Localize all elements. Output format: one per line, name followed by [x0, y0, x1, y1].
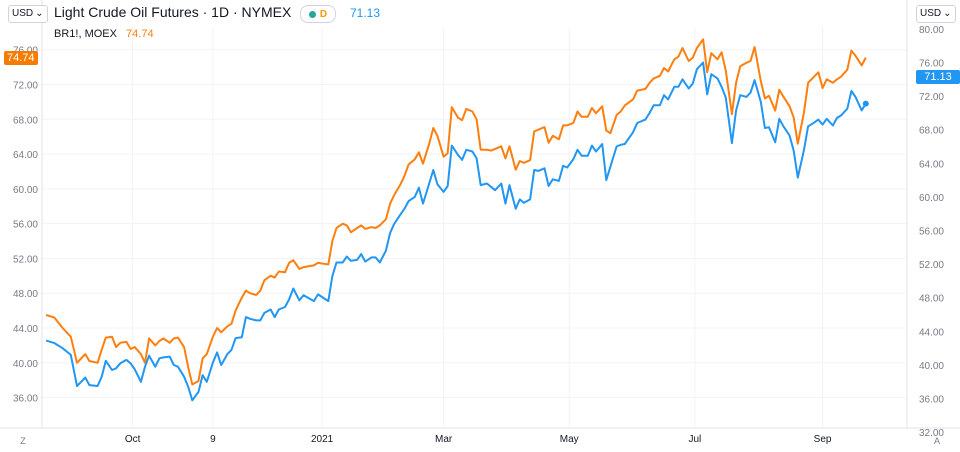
time-axis-tick-label: May: [560, 434, 579, 445]
compare-legend[interactable]: BR1!, MOEX 74.74: [54, 28, 154, 40]
right-price-axis[interactable]: 32.00 36.00 40.00 44.00 48.00 52.00 56.00 60.00…: [919, 25, 944, 439]
right-axis-tick-label: 48.00: [919, 294, 944, 305]
last-price-tag: 71.13: [916, 70, 960, 84]
right-axis-tick-label: 72.00: [919, 92, 944, 103]
left-axis-tick-label: 36.00: [13, 394, 38, 405]
left-axis-tick-label: 56.00: [13, 220, 38, 231]
chart-series-lines: [45, 38, 869, 402]
currency-selector-left[interactable]: USD ⌄: [8, 5, 48, 23]
time-axis-tick-label: 2021: [311, 434, 334, 445]
compare-legend-name: BR1!, MOEX: [54, 28, 117, 40]
left-axis-tick-label: 68.00: [13, 115, 38, 126]
market-status-badge[interactable]: D: [300, 5, 336, 23]
left-axis-tick-label: 44.00: [13, 324, 38, 335]
right-axis-tick-label: 60.00: [919, 193, 944, 204]
compare-price-tag: 74.74: [4, 51, 38, 65]
last-point-marker: [862, 100, 869, 107]
right-axis-tick-label: 36.00: [919, 395, 944, 406]
market-open-dot-icon: [308, 10, 316, 18]
main-series-line: [45, 61, 867, 402]
left-axis-tick-label: 40.00: [13, 359, 38, 370]
auto-scale-button[interactable]: A: [933, 436, 940, 446]
left-price-axis[interactable]: 36.00 40.00 44.00 48.00 52.00 56.00 60.00 64.00…: [13, 46, 38, 405]
right-axis-tick-label: 44.00: [919, 327, 944, 338]
last-value: 71.13: [350, 6, 381, 20]
time-axis-tick-label: Mar: [435, 434, 453, 445]
right-axis-tick-label: 80.00: [919, 25, 944, 36]
compare-series-line: [45, 38, 867, 386]
chevron-down-icon: ⌄: [943, 8, 952, 19]
left-axis-tick-label: 72.00: [13, 81, 38, 92]
time-axis-tick-label: Jul: [688, 434, 701, 445]
time-axis[interactable]: Oct 9 2021 Mar May Jul Sep: [125, 434, 832, 445]
time-axis-tick-label: Oct: [125, 434, 141, 445]
right-axis-tick-label: 68.00: [919, 126, 944, 137]
left-axis-tick-label: 60.00: [13, 185, 38, 196]
right-axis-tick-label: 56.00: [919, 227, 944, 238]
left-axis-tick-label: 48.00: [13, 289, 38, 300]
time-axis-tick-label: 9: [210, 434, 216, 445]
time-axis-tick-label: Sep: [814, 434, 832, 445]
right-axis-tick-label: 52.00: [919, 260, 944, 271]
right-axis-tick-label: 76.00: [919, 58, 944, 69]
chart-grid: [0, 0, 960, 429]
right-axis-tick-label: 32.00: [919, 428, 944, 439]
auto-zoom-button[interactable]: Z: [20, 436, 26, 446]
left-axis-tick-label: 64.00: [13, 150, 38, 161]
currency-selector-right[interactable]: USD ⌄: [916, 5, 956, 23]
currency-right-label: USD: [920, 8, 942, 19]
right-axis-tick-label: 40.00: [919, 361, 944, 372]
symbol-title[interactable]: Light Crude Oil Futures · 1D · NYMEX: [54, 4, 292, 20]
chevron-down-icon: ⌄: [35, 8, 44, 19]
right-axis-tick-label: 64.00: [919, 159, 944, 170]
compare-legend-value: 74.74: [126, 28, 154, 40]
delay-badge: D: [319, 8, 328, 20]
currency-left-label: USD: [12, 8, 34, 19]
left-axis-tick-label: 52.00: [13, 254, 38, 265]
